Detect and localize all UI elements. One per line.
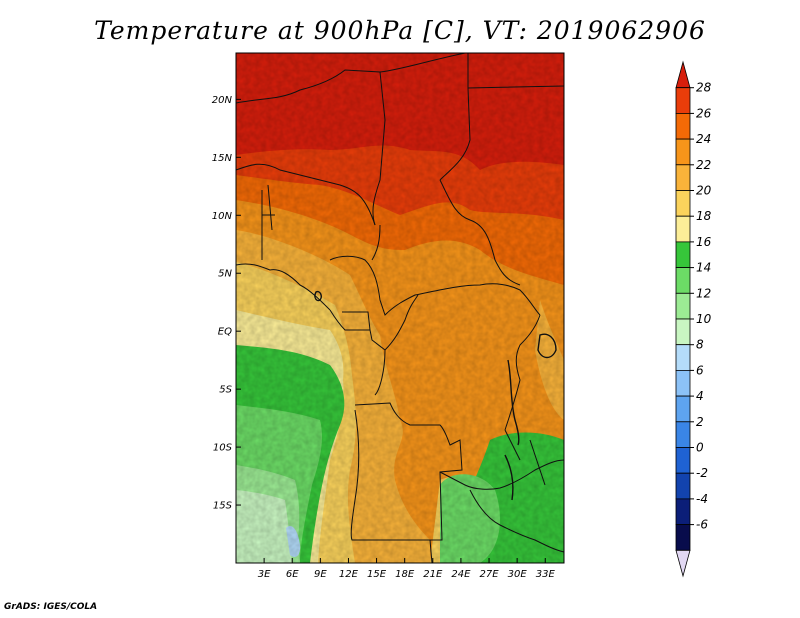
lon-tick-label: 21E [423,569,443,580]
colorbar-box [675,215,691,243]
lat-tick-label: 20N [212,95,233,106]
colorbar-label: 8 [696,338,704,352]
colorbar-label: 16 [696,235,712,249]
colorbar-label: 22 [696,158,711,172]
colorbar-label: -2 [696,466,708,480]
colorbar-label: 28 [696,81,712,95]
latitude-axis: 20N 15N 10N 5N EQ 5S 10S 15S [212,95,241,512]
lat-tick-label: 10S [213,443,233,454]
lon-tick-label: 24E [451,569,471,580]
colorbar-box [675,524,691,551]
colorbar-box [675,498,691,525]
colorbar-label: 4 [696,389,704,403]
colorbar-box [675,138,691,166]
lon-tick-label: 3E [258,569,271,580]
colorbar-label: 6 [696,363,704,377]
colorbar-label: 12 [696,286,711,300]
lon-tick-label: 6E [286,569,299,580]
colorbar-box [675,472,691,500]
lat-tick-label: EQ [218,327,232,338]
map-title: Temperature at 900hPa [C], VT: 201906290… [94,16,706,45]
lon-tick-label: 12E [339,569,359,580]
lat-tick-label: 10N [212,211,233,222]
colorbar-label: 14 [696,261,711,275]
colorbar-label: 2 [696,415,704,429]
colorbar-box [675,395,691,423]
lat-tick-label: 15N [212,153,233,164]
colorbar-label: 26 [696,106,712,120]
colorbar-label: 10 [696,312,712,326]
lon-tick-label: 33E [536,569,556,580]
colorbar-box [675,292,691,320]
colorbar-label: 18 [696,209,712,223]
colorbar-label: -6 [696,518,708,532]
colorbar-label: -4 [696,492,708,506]
grads-credit: GrADS: IGES/COLA [4,602,98,612]
colorbar-box [675,190,691,217]
colorbar-box [675,318,691,346]
lon-tick-label: 27E [480,569,500,580]
lakes [314,290,557,501]
colorbar-label: 20 [696,184,712,198]
map-frame [235,52,565,564]
colorbar-box [675,113,691,140]
colorbar-box [675,447,691,474]
colorbar-box [675,241,691,268]
colorbar-box [675,164,691,191]
longitude-axis: 3E 6E 9E 12E 15E 18E 21E 24E 27E 30E 33E [258,558,556,580]
lat-tick-label: 5N [218,269,232,280]
colorbar-box [675,369,691,397]
colorbar-box [675,267,691,294]
lon-tick-label: 9E [314,569,327,580]
colorbar-label: 24 [696,132,711,146]
colorbar-box [675,344,691,371]
colorbar-bottom-arrow [675,549,691,578]
lon-tick-label: 30E [508,569,528,580]
temperature-field [236,53,564,563]
colorbar-label: 0 [696,441,704,455]
colorbar-top-arrow [675,60,691,89]
colorbar-box [675,87,691,114]
lon-tick-label: 18E [395,569,415,580]
lat-tick-label: 15S [213,501,233,512]
lon-tick-label: 15E [367,569,387,580]
colorbar-box [675,421,691,448]
lat-tick-label: 5S [219,385,232,396]
